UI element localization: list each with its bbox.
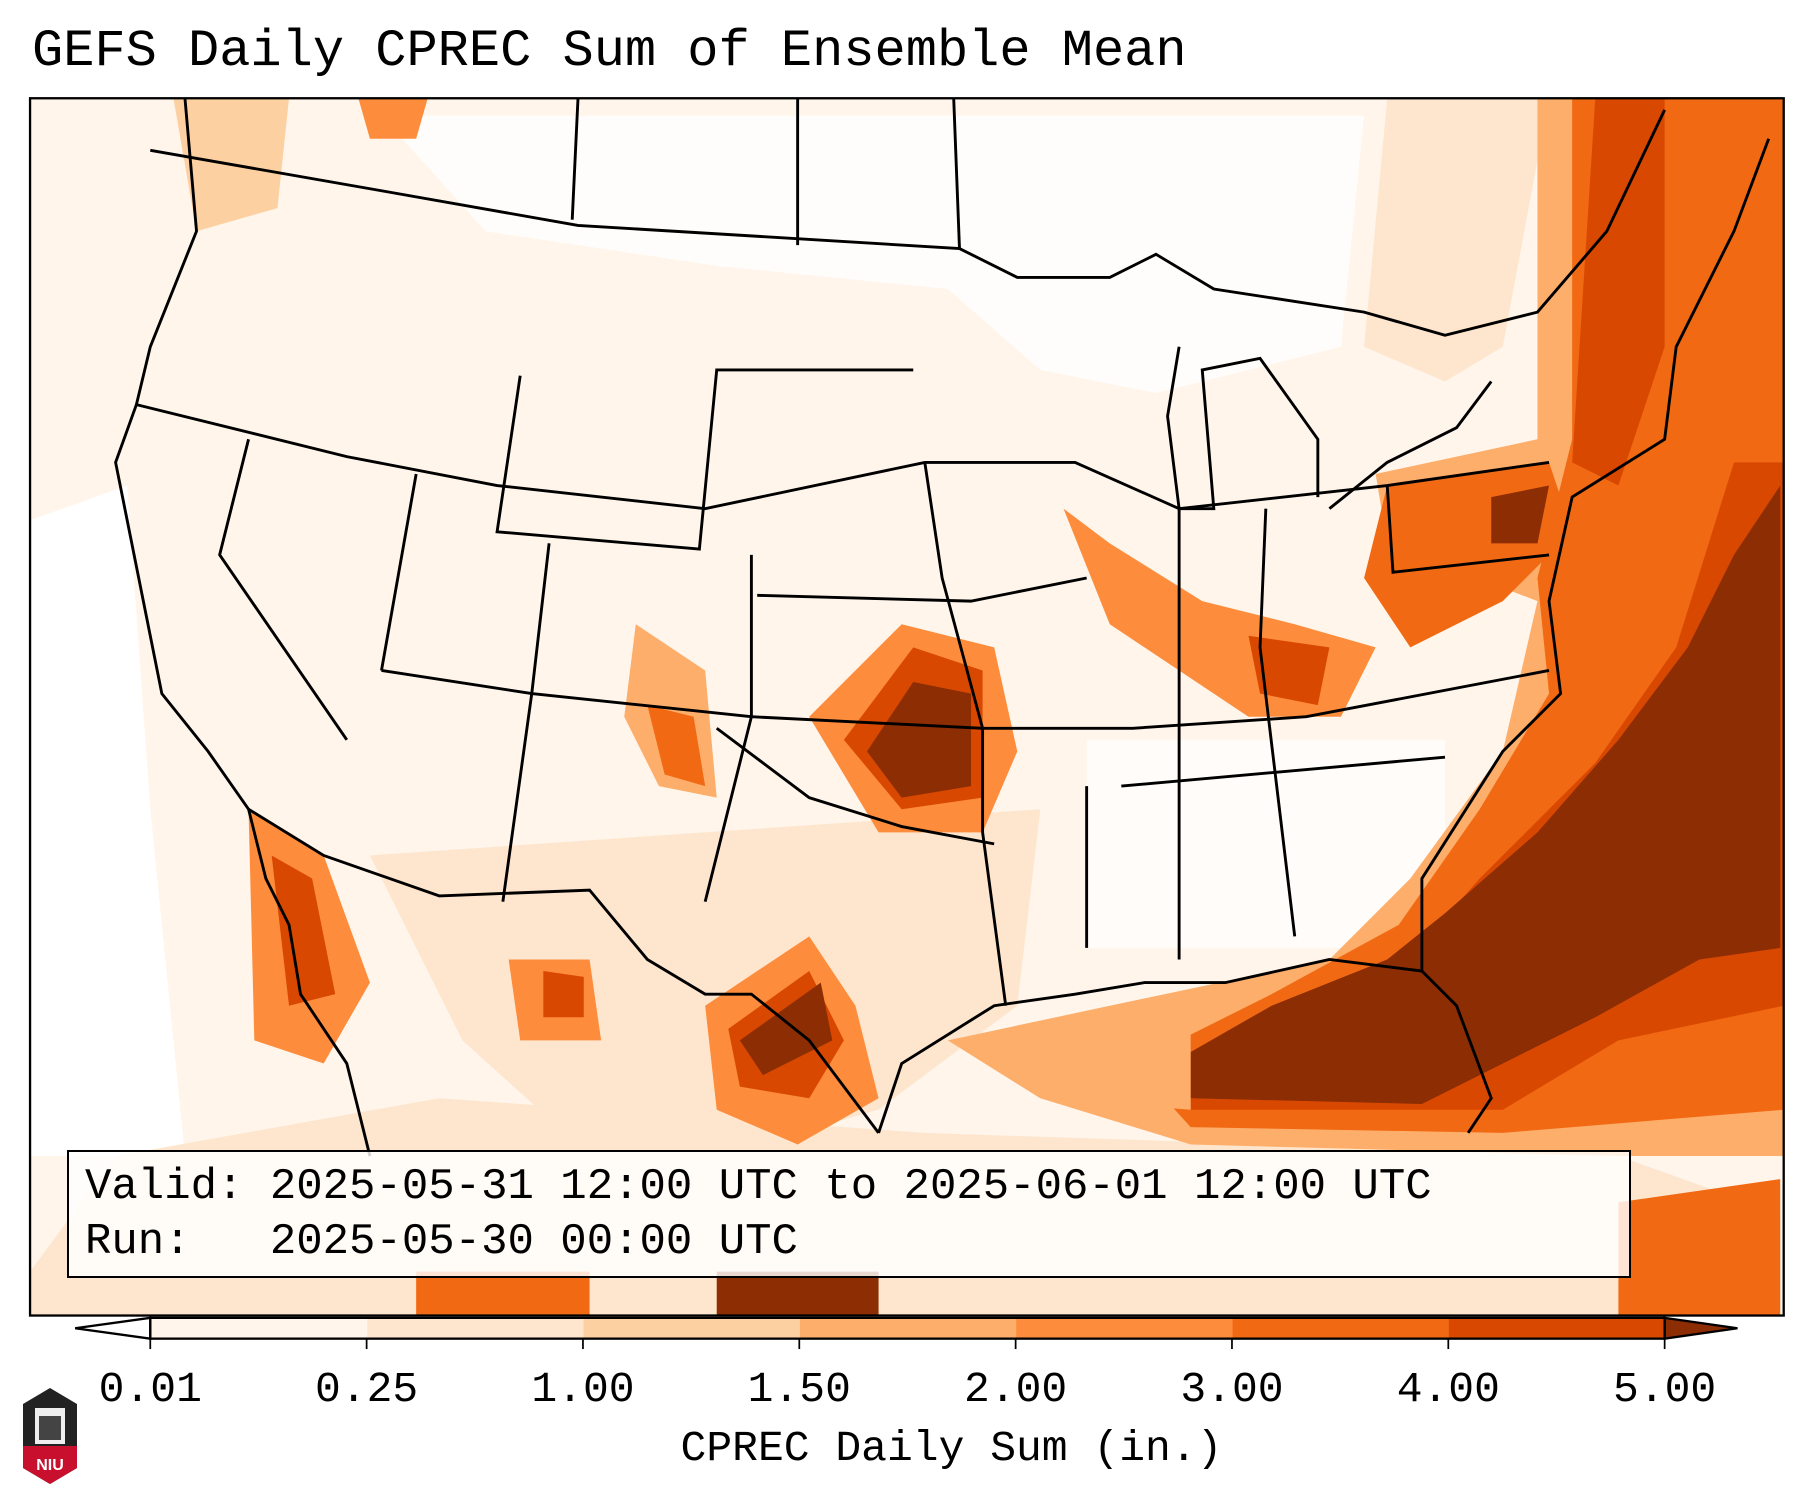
niu-logo: NIU <box>23 1388 77 1484</box>
colorbar-segment <box>582 1317 800 1339</box>
boundaries <box>114 98 1771 1157</box>
map-title: GEFS Daily CPREC Sum of Ensemble Mean <box>32 22 1187 81</box>
colorbar-tick-label: 4.00 <box>1396 1365 1500 1414</box>
svg-text:NIU: NIU <box>36 1457 64 1474</box>
colorbar-segment <box>1448 1317 1666 1339</box>
colorbar-segment <box>1231 1317 1449 1339</box>
map-frame <box>28 97 1785 1317</box>
colorbar-tick-label: 1.50 <box>747 1365 851 1414</box>
colorbar-segment <box>1015 1317 1233 1339</box>
run-value: 2025-05-30 00:00 UTC <box>269 1217 798 1267</box>
colorbar-tick-label: 5.00 <box>1613 1365 1717 1414</box>
colorbar-segment <box>150 1317 368 1339</box>
east-coastline <box>1420 138 1771 972</box>
canada-border <box>150 109 1666 337</box>
colorbar-tick-label: 2.00 <box>964 1365 1068 1414</box>
info-box: Valid: 2025-05-31 12:00 UTC to 2025-06-0… <box>67 1150 1631 1278</box>
gulf-coastline <box>877 958 1493 1134</box>
valid-value: 2025-05-31 12:00 UTC to 2025-06-01 12:00… <box>269 1162 1432 1212</box>
colorbar-tick-label: 0.25 <box>315 1365 419 1414</box>
colorbar-tick-label: 3.00 <box>1180 1365 1284 1414</box>
precip-field <box>30 98 1784 1316</box>
mexico-border <box>247 807 880 1134</box>
colorbar <box>74 1316 1738 1350</box>
colorbar-extend-high <box>1663 1316 1738 1340</box>
colorbar-segment <box>366 1317 584 1339</box>
valid-label: Valid: <box>85 1162 244 1212</box>
colorbar-tick-label: 0.01 <box>98 1365 202 1414</box>
run-label: Run: <box>85 1217 191 1267</box>
colorbar-extend-low <box>74 1316 152 1340</box>
colorbar-label: CPREC Daily Sum (in.) <box>680 1424 1223 1473</box>
colorbar-segment <box>799 1317 1017 1339</box>
colorbar-tick-label: 1.00 <box>531 1365 635 1414</box>
west-coastline <box>114 98 372 1157</box>
